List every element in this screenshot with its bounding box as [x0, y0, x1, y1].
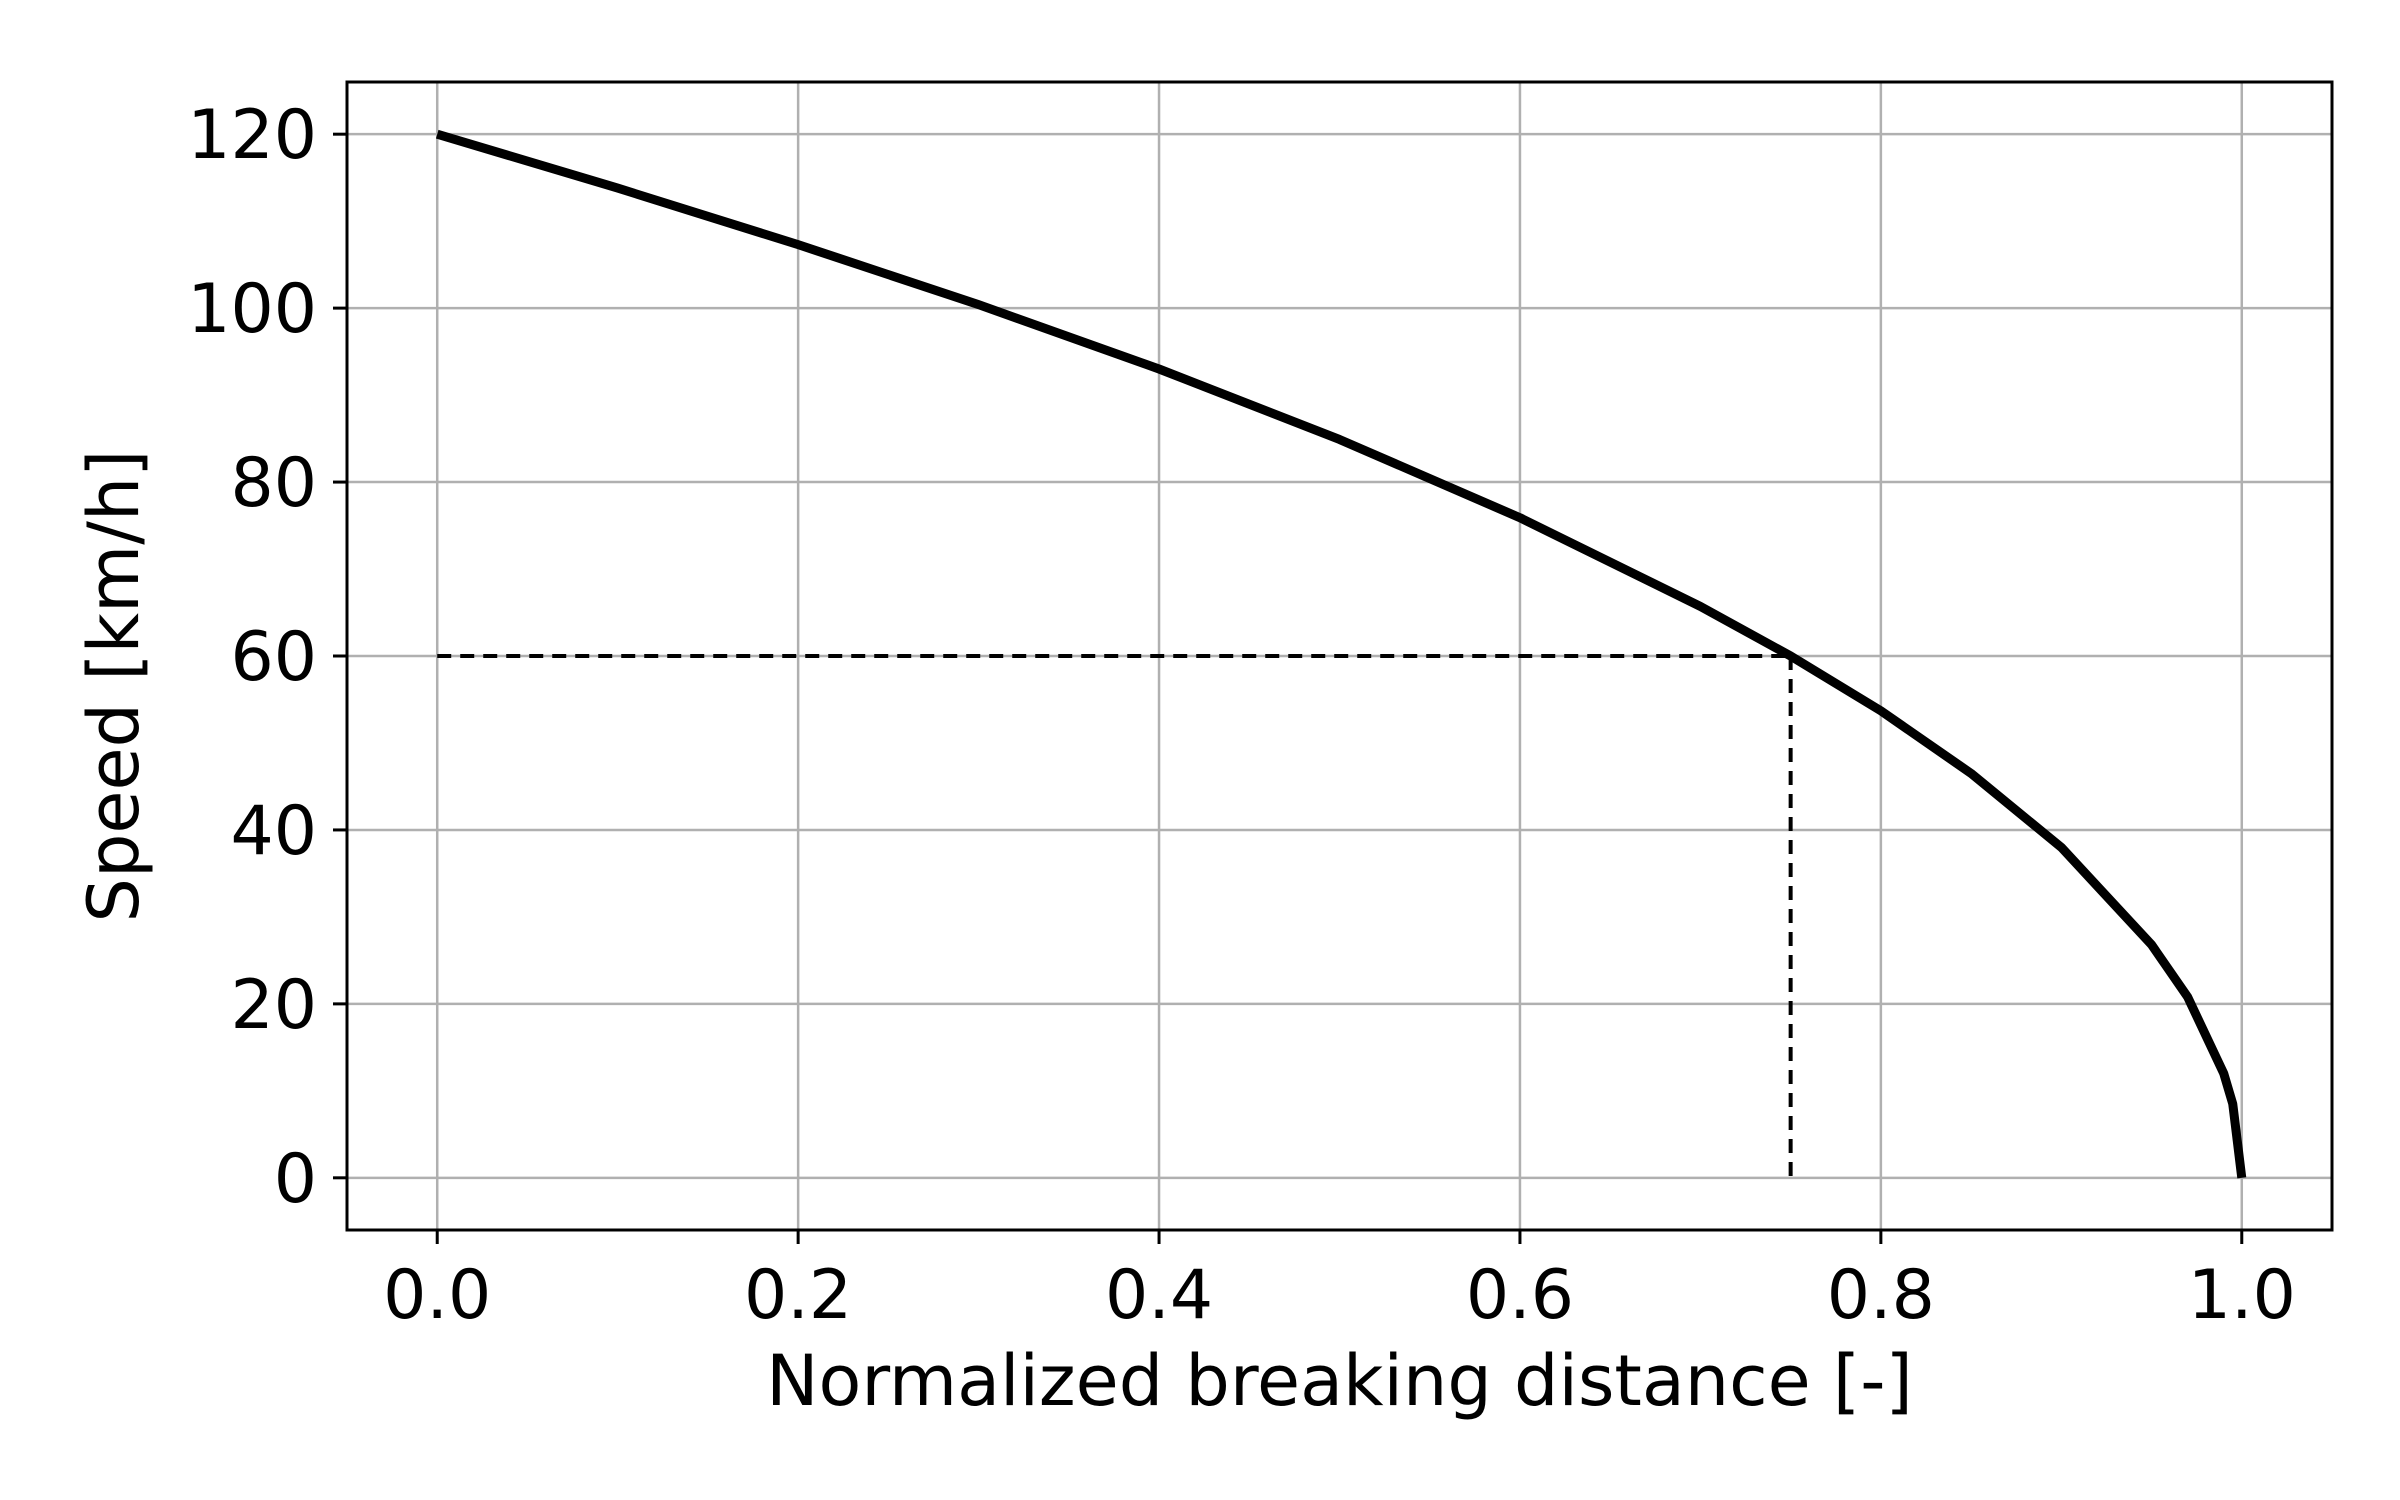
x-tick-label: 0.8 — [1827, 1256, 1935, 1335]
annotations — [437, 654, 1793, 1178]
x-tick-label: 0.2 — [744, 1256, 852, 1335]
y-tick-label: 20 — [230, 966, 317, 1045]
x-tick-label: 0.6 — [1466, 1256, 1574, 1335]
y-tick-label: 100 — [187, 270, 317, 349]
ticks: 0.0 0.2 0.4 0.6 0.8 1.0 0 20 40 60 80 100 120 — [187, 96, 2296, 1335]
y-tick-label: 60 — [230, 618, 317, 697]
x-tick-label: 0.4 — [1105, 1256, 1213, 1335]
x-tick-label: 0.0 — [383, 1256, 491, 1335]
series — [435, 129, 2247, 1179]
y-tick-label: 80 — [230, 444, 317, 523]
y-tick-label: 40 — [230, 792, 317, 871]
x-axis-label: Normalized breaking distance [-] — [766, 1340, 1913, 1422]
x-tick-label: 1.0 — [2188, 1256, 2296, 1335]
y-axis-label: Speed [km/h] — [73, 450, 155, 923]
y-tick-label: 0 — [274, 1140, 317, 1219]
speed-curve — [435, 129, 2247, 1179]
y-tick-label: 120 — [187, 96, 317, 175]
